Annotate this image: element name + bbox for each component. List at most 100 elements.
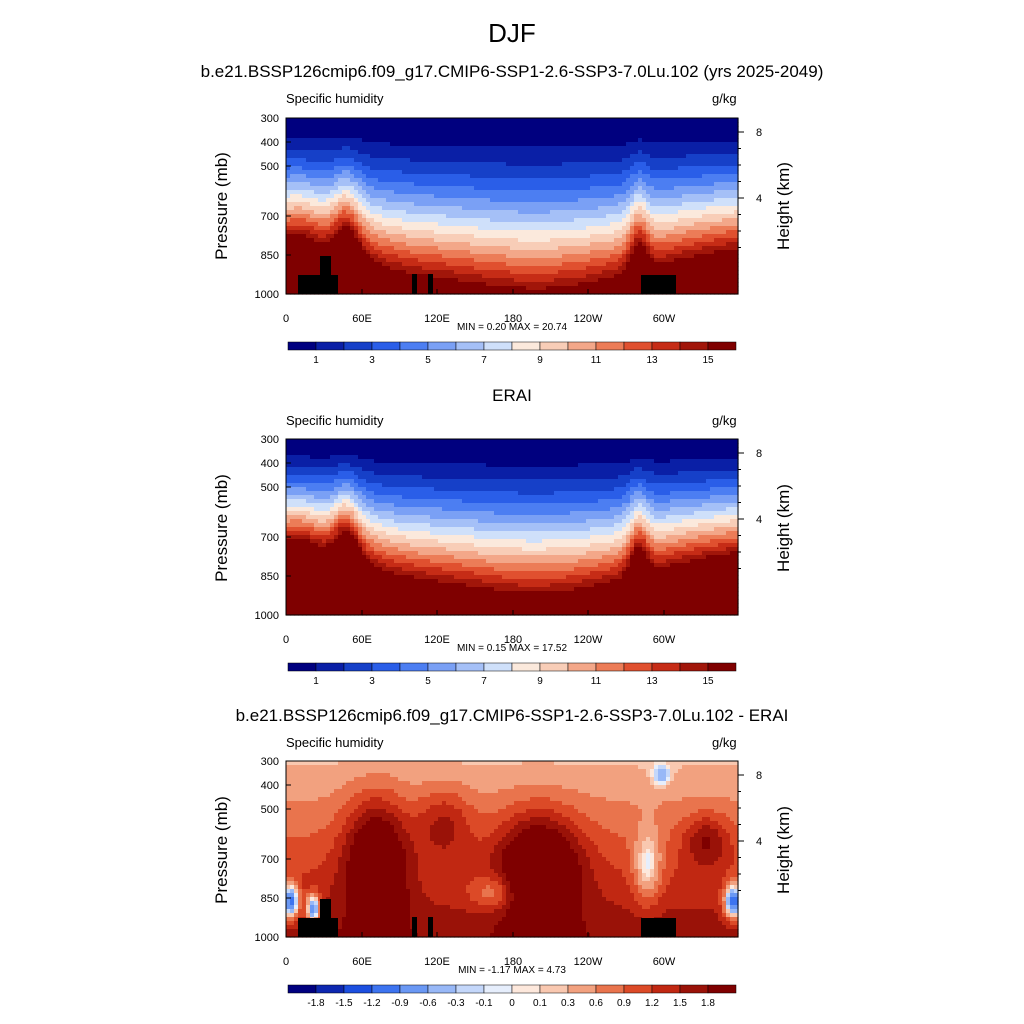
contour-field: [286, 439, 739, 616]
colorbar-swatch: [651, 341, 681, 351]
y-tick-label: 500: [261, 482, 279, 494]
colorbar-label: -0.6: [419, 998, 437, 1009]
panel-1-stats: MIN = 0.20 MAX = 20.74: [456, 322, 568, 333]
colorbar-label: 5: [425, 355, 431, 366]
height-tick-label: 4: [756, 836, 762, 848]
contour-field: [286, 761, 739, 938]
y-tick-label: 1000: [255, 932, 279, 944]
colorbar-swatch: [343, 984, 373, 994]
y-tick-label: 300: [261, 434, 279, 446]
plot-frame: [285, 117, 739, 295]
colorbar-swatch: [455, 984, 485, 994]
colorbar-label: 0.3: [561, 998, 575, 1009]
x-tick-label: 120W: [574, 634, 603, 646]
y-tick-label: 500: [261, 804, 279, 816]
colorbar-swatch: [679, 662, 709, 672]
colorbar-swatch: [539, 984, 569, 994]
panel-2-units-label: g/kg: [712, 413, 737, 428]
height-tick-label: 4: [756, 193, 762, 205]
colorbar-swatch: [539, 341, 569, 351]
colorbar-swatch: [595, 662, 625, 672]
x-tick-label: 60W: [653, 313, 676, 325]
colorbar-swatch: [371, 341, 401, 351]
colorbar-label: 1: [313, 676, 319, 687]
colorbar-swatch: [343, 662, 373, 672]
colorbar-swatch: [483, 662, 513, 672]
topography-mask: [298, 256, 676, 294]
x-tick-label: 120E: [424, 956, 450, 968]
x-tick-label: 0: [283, 956, 289, 968]
colorbar-label: -1.8: [307, 998, 325, 1009]
panel-3-stats: MIN = -1.17 MAX = 4.73: [458, 965, 566, 976]
colorbar-label: 1.5: [673, 998, 687, 1009]
panel-3-ylabel: Pressure (mb): [212, 796, 231, 904]
y-tick-label: 700: [261, 211, 279, 223]
colorbar-label: 13: [646, 676, 658, 687]
colorbar-swatch: [651, 662, 681, 672]
contour-field: [286, 118, 739, 295]
colorbar-swatch: [511, 662, 541, 672]
panel-2-title: ERAI: [492, 386, 532, 405]
y-tick-label: 400: [261, 458, 279, 470]
colorbar-swatch: [595, 984, 625, 994]
colorbar-swatch: [567, 984, 597, 994]
colorbar-swatch: [371, 662, 401, 672]
colorbar-label: 9: [537, 355, 543, 366]
plot-frame: [285, 760, 739, 938]
x-tick-label: 120W: [574, 956, 603, 968]
x-tick-label: 60E: [352, 956, 372, 968]
panel-3-colorbar: -1.8 -1.5 -1.2 -0.9 -0.6 -0.3 -0.1 0 0.1 0.3 0.6 0.…: [287, 984, 737, 1009]
colorbar-label: 5: [425, 676, 431, 687]
x-tick-label: 120E: [424, 634, 450, 646]
panel-1-ylabel: Pressure (mb): [212, 152, 231, 260]
colorbar-swatch: [315, 341, 345, 351]
y-tick-label: 300: [261, 113, 279, 125]
colorbar-swatch: [343, 341, 373, 351]
colorbar-swatch: [483, 341, 513, 351]
x-tick-label: 0: [283, 634, 289, 646]
y-tick-label: 400: [261, 780, 279, 792]
colorbar-label: -1.5: [335, 998, 353, 1009]
y-tick-label: 850: [261, 571, 279, 583]
plot-frame: [285, 438, 739, 616]
colorbar-label: 0.6: [589, 998, 603, 1009]
panel-3-variable-label: Specific humidity: [286, 735, 384, 750]
colorbar-swatch: [399, 341, 429, 351]
x-tick-label: 0: [283, 313, 289, 325]
x-tick-label: 60W: [653, 634, 676, 646]
y-tick-label: 700: [261, 854, 279, 866]
y-tick-label: 1000: [255, 289, 279, 301]
panel-3-units-label: g/kg: [712, 735, 737, 750]
colorbar-swatch: [707, 984, 737, 994]
y-tick-label: 500: [261, 161, 279, 173]
colorbar-label: -0.3: [447, 998, 465, 1009]
panel-2-stats: MIN = 0.15 MAX = 17.52: [456, 643, 568, 654]
colorbar-label: -0.1: [475, 998, 493, 1009]
panel-2-variable-label: Specific humidity: [286, 413, 384, 428]
y-tick-label: 400: [261, 137, 279, 149]
colorbar-swatch: [315, 984, 345, 994]
colorbar-swatch: [567, 341, 597, 351]
colorbar-swatch: [567, 662, 597, 672]
colorbar-swatch: [455, 662, 485, 672]
colorbar-label: 9: [537, 676, 543, 687]
colorbar-swatch: [707, 341, 737, 351]
panel-1-title: b.e21.BSSP126cmip6.f09_g17.CMIP6-SSP1-2.…: [200, 62, 824, 81]
panel-1-ylabel-right: Height (km): [774, 162, 793, 250]
panel-1-plot: 0 60E 120E 180 120W 60W 300 400 500 700 850 1000 8 4: [255, 113, 763, 325]
panel-2-ylabel: Pressure (mb): [212, 474, 231, 582]
x-tick-label: 120E: [424, 313, 450, 325]
panel-3-title: b.e21.BSSP126cmip6.f09_g17.CMIP6-SSP1-2.…: [235, 706, 789, 725]
colorbar-label: 11: [591, 676, 602, 687]
x-tick-label: 60E: [352, 634, 372, 646]
colorbar-swatch: [679, 341, 709, 351]
panel-2-colorbar: 1 3 5 7 9 11 13 15: [287, 662, 737, 687]
colorbar-label: 0.9: [617, 998, 631, 1009]
height-tick-label: 8: [756, 770, 762, 782]
y-tick-label: 300: [261, 756, 279, 768]
panel-2-ylabel-right: Height (km): [774, 484, 793, 572]
x-tick-label: 180: [504, 313, 522, 325]
colorbar-label: 1.8: [701, 998, 715, 1009]
colorbar-swatch: [371, 984, 401, 994]
panel-1-colorbar: 1 3 5 7 9 11 13 15: [287, 341, 737, 366]
